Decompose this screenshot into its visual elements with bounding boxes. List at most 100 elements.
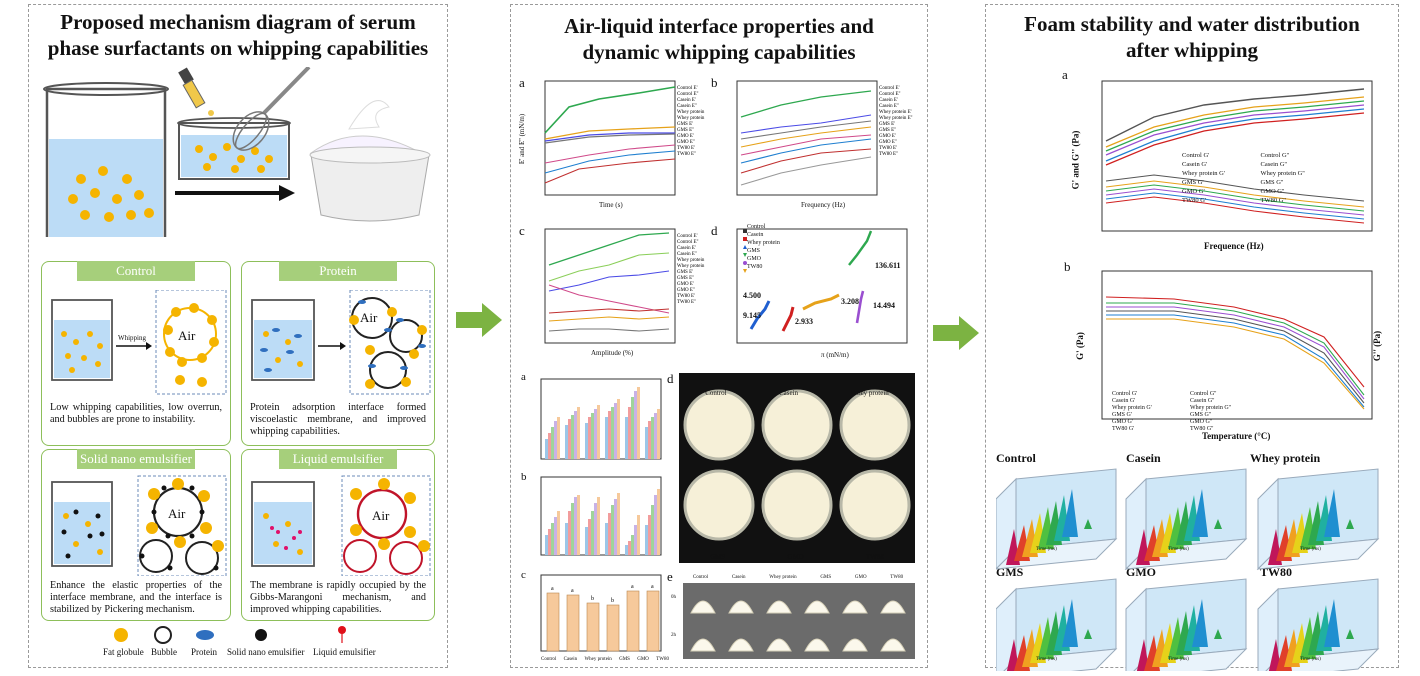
svg-text:Control E'': Control E''	[677, 92, 698, 97]
category-gms: GMS	[619, 657, 630, 662]
legend-item: TW80 G'	[1112, 426, 1135, 432]
plate-label-whey-protein: Whey protein	[850, 389, 889, 397]
svg-text:Whey protein E': Whey protein E'	[879, 110, 912, 115]
bubble-icon	[154, 626, 172, 644]
control-label: Control	[77, 261, 195, 281]
lf-xlabel: Time (ms)	[1300, 547, 1321, 552]
interface-title-line2: dynamic whipping capabilities	[582, 40, 856, 64]
plate-label-gmo: GMO	[787, 553, 804, 561]
svg-text:GMO E'': GMO E''	[677, 288, 695, 293]
chart-d-series	[749, 230, 873, 332]
svg-text:b: b	[591, 596, 594, 602]
chart-b-xlabel: Temperature (°C)	[1202, 431, 1271, 441]
svg-text:GMS E': GMS E'	[677, 270, 693, 275]
legend-item: GMS G''	[1190, 412, 1211, 418]
lf-title-casein: Casein	[1126, 451, 1161, 465]
whipping-label: Whipping	[118, 334, 146, 342]
chart-d-legend-gms: GMS	[747, 248, 761, 254]
petri-dishes	[683, 389, 911, 541]
liquid-emulsifier-diagram	[251, 475, 431, 576]
chart-d-legend	[743, 229, 747, 273]
chart-a-ylabel: G' and G'' (Pa)	[1070, 130, 1081, 190]
protein-icon	[196, 630, 214, 640]
plate-label-control: Control	[705, 389, 727, 397]
process-arrow-icon	[175, 185, 295, 201]
firmness-letters: a a b b a a	[551, 584, 654, 604]
whisk-icon	[232, 67, 311, 151]
legend-item: GMS G'	[1182, 179, 1204, 186]
air-label: Air	[168, 506, 186, 521]
rosette-header-gmo: GMO	[854, 575, 867, 580]
solid-nano-description: Enhance the elastic properties of the in…	[50, 580, 222, 615]
svg-text:Casein E'': Casein E''	[879, 104, 899, 109]
modulus-vs-pressure-chart	[736, 228, 908, 344]
interface-panel: Air-liquid interface properties and dyna…	[510, 4, 928, 668]
lf-nmr-waterfall-plots	[996, 468, 1379, 671]
svg-text:Casein E': Casein E'	[879, 98, 898, 103]
rosette-row-0h: 0h	[671, 595, 676, 600]
svg-text:Casein E'': Casein E''	[677, 252, 697, 257]
svg-text:GMS E'': GMS E''	[677, 276, 694, 281]
category-tw80: TW80	[656, 657, 669, 662]
plates-top-labels: Control Casein Whey protein	[679, 389, 915, 397]
svg-text:GMO E': GMO E'	[677, 134, 694, 139]
subplot-label-c: c	[519, 223, 525, 238]
category-control: Control	[541, 657, 557, 662]
svg-text:TW80 E': TW80 E'	[879, 146, 897, 151]
plate-label-tw80: TW80	[866, 553, 884, 561]
svg-text:Whey protein E': Whey protein E'	[677, 258, 705, 263]
bar-label-a: a	[521, 371, 526, 383]
subplot-label-d: d	[711, 223, 718, 238]
foam-chart-b-label: b	[1064, 259, 1071, 274]
svg-text:GMO E': GMO E'	[879, 134, 896, 139]
plate-label-casein: Casein	[779, 389, 799, 397]
coalescence-bars	[545, 387, 660, 459]
svg-text:Casein E'': Casein E''	[677, 104, 697, 109]
legend-item: Whey protein G'	[1112, 405, 1152, 411]
lf-title-control: Control	[996, 451, 1036, 465]
plates-bottom-labels: GMS GMO TW80	[679, 553, 915, 561]
chart-d-legend-labels: Control Casein Whey protein GMS GMO TW80	[747, 223, 780, 271]
chart-d-xlabel: π (mN/m)	[821, 351, 849, 359]
chart-b-legend: Control G' Casein G' Whey protein G' GMS…	[1112, 391, 1262, 433]
chart-a-legend: Control G' Casein G' Whey protein G' GMS…	[1182, 151, 1332, 205]
lf-xlabel: Time (ms)	[1036, 657, 1057, 662]
lf-xlabel: Time (ms)	[1168, 657, 1189, 662]
legend-item: Whey protein G''	[1260, 170, 1305, 177]
legend-item: GMO G'	[1112, 419, 1133, 425]
control-mechanism-box: Control Whipping Air Low whipping capabi…	[41, 261, 231, 446]
chart-d-legend-tw80: TW80	[747, 264, 763, 270]
lf-xlabel: Time (ms)	[1300, 657, 1321, 662]
air-label: Air	[372, 508, 390, 523]
g-modulus-frequency-chart	[1101, 80, 1373, 232]
liquid-emulsifier-box: Liquid emulsifier Air The membrane is ra…	[241, 449, 435, 621]
chart-d-annotation: 9.145	[743, 311, 761, 320]
control-description: Low whipping capabilities, low overrun, …	[50, 402, 222, 425]
svg-text:a: a	[651, 584, 654, 590]
chart-a-xlabel: Frequence (Hz)	[1204, 241, 1264, 251]
protein-diagram	[251, 290, 431, 395]
firmness-bars	[546, 590, 660, 652]
legend-item: TW80 G''	[1260, 197, 1286, 204]
chart-d-annotation: 4.500	[743, 291, 761, 300]
legend-bubble: Bubble	[151, 647, 177, 657]
whipped-cream-bowl	[309, 100, 431, 222]
svg-text:GMS E'': GMS E''	[677, 128, 694, 133]
legend-liquid-emulsifier: Liquid emulsifier	[313, 647, 376, 657]
legend-protein: Protein	[191, 647, 217, 657]
foam-chart-a-label: a	[1062, 67, 1068, 82]
g-modulus-temperature-chart	[1101, 270, 1373, 420]
legend-item: GMO G''	[1190, 419, 1212, 425]
svg-text:TW80 E'': TW80 E''	[879, 152, 898, 157]
legend-item: Casein G'	[1182, 161, 1208, 168]
svg-text:GMS E': GMS E'	[677, 122, 693, 127]
legend-solid-nano-emulsifier: Solid nano emulsifier	[227, 647, 305, 657]
svg-text:Control E'': Control E''	[677, 240, 698, 245]
protein-mechanism-box: Protein Air Protein adsorption interface…	[241, 261, 435, 446]
mechanism-panel: Proposed mechanism diagram of serum phas…	[28, 4, 448, 668]
legend-item: GMS G'	[1112, 412, 1132, 418]
surface-modulus-time-chart: Control E'Control E''Casein E'Casein E''…	[544, 80, 705, 196]
legend-item: TW80 G'	[1182, 197, 1207, 204]
rosette-row-2h: 2h	[671, 633, 676, 638]
protein-description: Protein adsorption interface formed visc…	[250, 402, 426, 437]
